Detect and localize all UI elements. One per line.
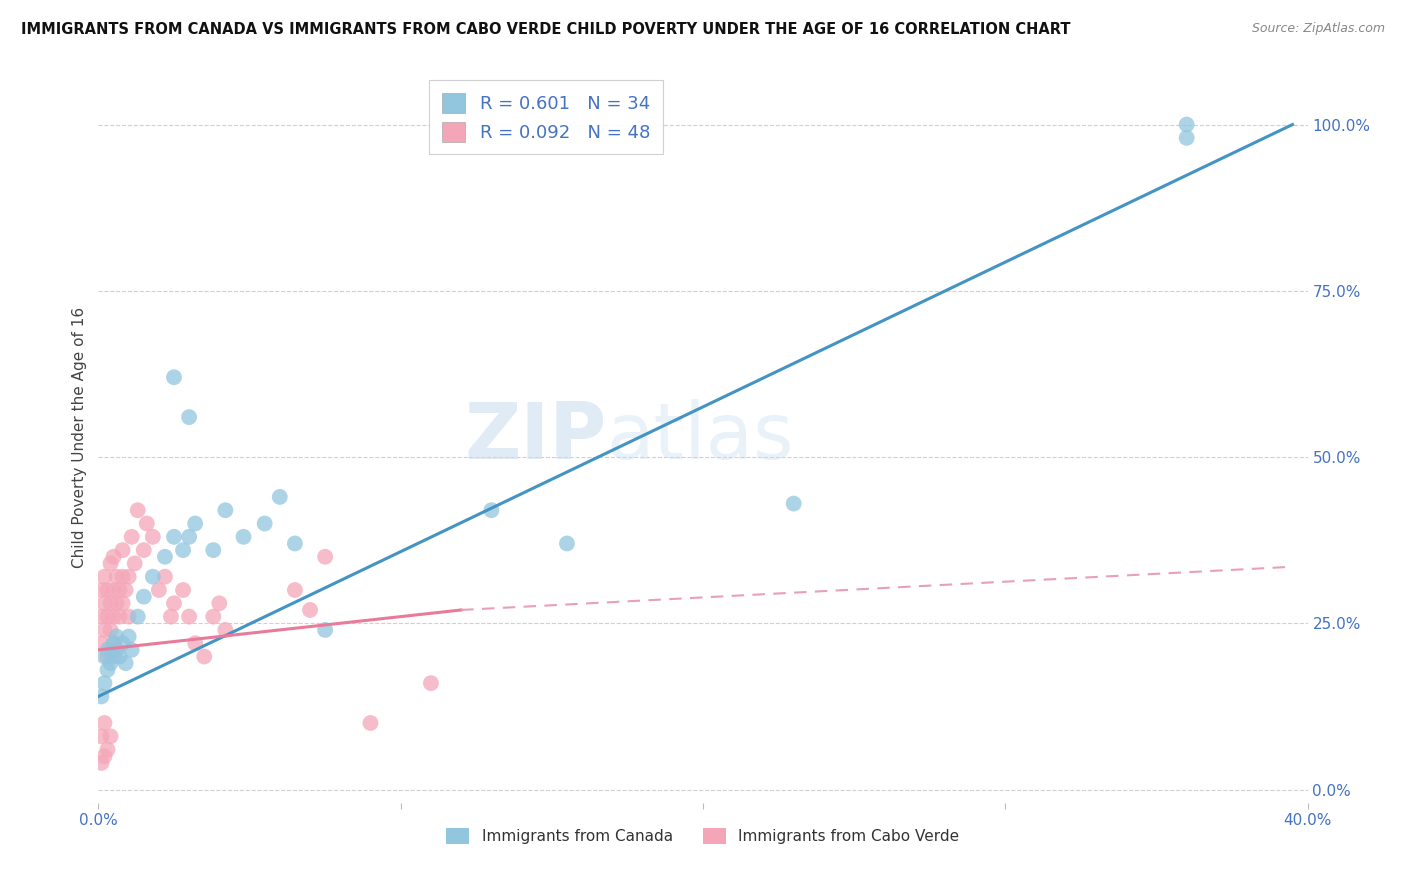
Point bbox=[121, 643, 143, 657]
Point bbox=[148, 582, 170, 597]
Point bbox=[142, 570, 165, 584]
Point bbox=[114, 656, 136, 670]
Point bbox=[132, 543, 155, 558]
Point bbox=[314, 549, 336, 564]
Point bbox=[118, 609, 141, 624]
Point bbox=[93, 749, 115, 764]
Y-axis label: Child Poverty Under the Age of 16: Child Poverty Under the Age of 16 bbox=[72, 307, 87, 567]
Text: ZIP: ZIP bbox=[464, 399, 606, 475]
Point bbox=[90, 636, 112, 650]
Point bbox=[100, 729, 122, 743]
Text: IMMIGRANTS FROM CANADA VS IMMIGRANTS FROM CABO VERDE CHILD POVERTY UNDER THE AGE: IMMIGRANTS FROM CANADA VS IMMIGRANTS FRO… bbox=[21, 22, 1070, 37]
Point bbox=[96, 649, 118, 664]
Point bbox=[127, 609, 149, 624]
Point bbox=[93, 623, 115, 637]
Point bbox=[100, 557, 122, 571]
Point bbox=[118, 630, 141, 644]
Point bbox=[111, 570, 134, 584]
Point bbox=[90, 582, 112, 597]
Point bbox=[108, 649, 131, 664]
Point bbox=[142, 530, 165, 544]
Point bbox=[299, 603, 322, 617]
Point bbox=[103, 549, 125, 564]
Point bbox=[103, 636, 125, 650]
Point bbox=[118, 570, 141, 584]
Point bbox=[253, 516, 276, 531]
Point bbox=[121, 530, 143, 544]
Point bbox=[420, 676, 443, 690]
Point bbox=[214, 503, 236, 517]
Point bbox=[111, 636, 134, 650]
Point bbox=[135, 516, 157, 531]
Point bbox=[208, 596, 231, 610]
Point bbox=[111, 543, 134, 558]
Point bbox=[93, 716, 115, 731]
Point bbox=[100, 623, 122, 637]
Point bbox=[103, 636, 125, 650]
Point bbox=[153, 549, 176, 564]
Point bbox=[555, 536, 578, 550]
Point bbox=[90, 756, 112, 770]
Point bbox=[202, 609, 225, 624]
Point bbox=[105, 643, 128, 657]
Point bbox=[1175, 118, 1198, 132]
Point bbox=[105, 570, 128, 584]
Point bbox=[172, 582, 194, 597]
Point bbox=[108, 609, 131, 624]
Point bbox=[103, 609, 125, 624]
Text: atlas: atlas bbox=[606, 399, 794, 475]
Point bbox=[193, 649, 215, 664]
Point bbox=[132, 590, 155, 604]
Point bbox=[96, 609, 118, 624]
Point bbox=[93, 596, 115, 610]
Point bbox=[127, 503, 149, 517]
Point bbox=[103, 582, 125, 597]
Point bbox=[179, 530, 201, 544]
Point bbox=[93, 570, 115, 584]
Text: Source: ZipAtlas.com: Source: ZipAtlas.com bbox=[1251, 22, 1385, 36]
Point bbox=[100, 596, 122, 610]
Point bbox=[124, 557, 146, 571]
Point bbox=[269, 490, 291, 504]
Point bbox=[163, 370, 186, 384]
Point bbox=[172, 543, 194, 558]
Point bbox=[481, 503, 503, 517]
Point bbox=[284, 582, 307, 597]
Point bbox=[96, 663, 118, 677]
Point bbox=[105, 630, 128, 644]
Point bbox=[93, 649, 115, 664]
Point bbox=[103, 649, 125, 664]
Point bbox=[214, 623, 236, 637]
Point bbox=[284, 536, 307, 550]
Point bbox=[160, 609, 183, 624]
Point bbox=[179, 410, 201, 425]
Point bbox=[163, 530, 186, 544]
Point bbox=[105, 596, 128, 610]
Point bbox=[360, 716, 382, 731]
Point bbox=[90, 729, 112, 743]
Point bbox=[96, 582, 118, 597]
Point bbox=[90, 690, 112, 704]
Point bbox=[153, 570, 176, 584]
Point bbox=[783, 497, 806, 511]
Point bbox=[90, 609, 112, 624]
Point bbox=[314, 623, 336, 637]
Point bbox=[232, 530, 254, 544]
Legend: Immigrants from Canada, Immigrants from Cabo Verde: Immigrants from Canada, Immigrants from … bbox=[440, 822, 966, 850]
Point bbox=[179, 609, 201, 624]
Point bbox=[184, 516, 207, 531]
Point bbox=[108, 582, 131, 597]
Point bbox=[1175, 131, 1198, 145]
Point bbox=[114, 582, 136, 597]
Point bbox=[96, 742, 118, 756]
Point bbox=[96, 643, 118, 657]
Point bbox=[111, 596, 134, 610]
Point bbox=[163, 596, 186, 610]
Point bbox=[93, 676, 115, 690]
Point bbox=[202, 543, 225, 558]
Point bbox=[184, 636, 207, 650]
Point bbox=[100, 656, 122, 670]
